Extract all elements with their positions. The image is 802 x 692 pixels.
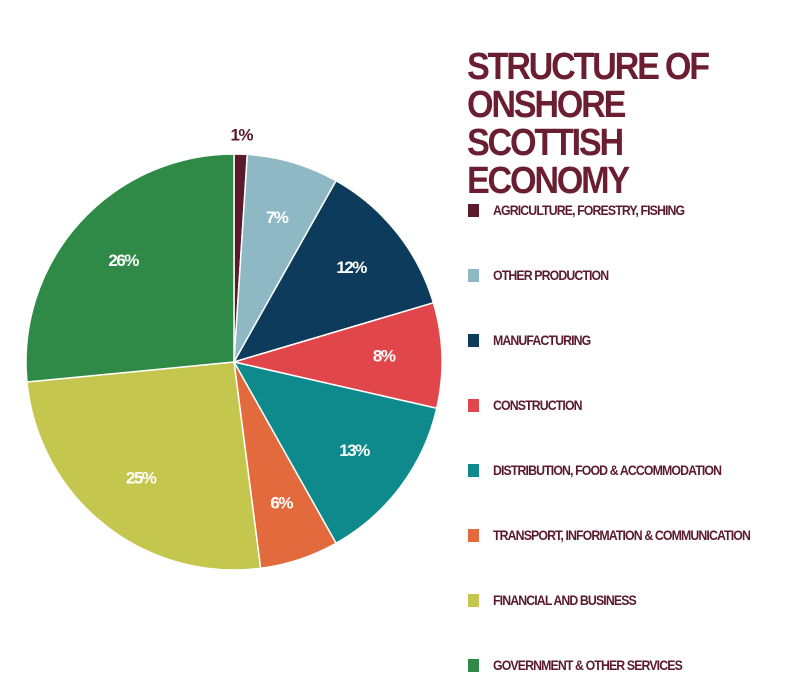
data-label-financial-and-business: 25% xyxy=(126,469,157,488)
data-label-government-other-services: 26% xyxy=(108,251,139,270)
legend-swatch xyxy=(468,203,479,217)
data-label-other-production: 7% xyxy=(266,208,289,227)
legend-item-distribution-food-accommodation: DISTRIBUTION, FOOD & ACCOMMODATION xyxy=(468,458,752,482)
legend-label: DISTRIBUTION, FOOD & ACCOMMODATION xyxy=(493,462,722,478)
legend-swatch xyxy=(468,463,479,477)
data-label-transport-information-communication: 6% xyxy=(270,494,293,513)
legend-label: TRANSPORT, INFORMATION & COMMUNICATION xyxy=(493,527,751,543)
legend-item-financial-and-business: FINANCIAL AND BUSINESS xyxy=(468,588,655,612)
legend-label: MANUFACTURING xyxy=(493,332,591,348)
pie-slice-government-other-services xyxy=(25,153,235,383)
pie-slice-financial-and-business xyxy=(26,361,262,571)
legend-item-agriculture-forestry-fishing: AGRICULTURE, FORESTRY, FISHING xyxy=(468,198,710,222)
legend-item-transport-information-communication: TRANSPORT, INFORMATION & COMMUNICATION xyxy=(468,523,785,547)
pie-slices xyxy=(25,153,443,571)
legend-swatch xyxy=(468,528,479,542)
legend-label: OTHER PRODUCTION xyxy=(493,267,609,283)
pie-slice-construction xyxy=(231,301,443,410)
legend-swatch xyxy=(468,658,479,672)
pie-slice-manufacturing xyxy=(232,179,435,364)
legend-label: GOVERNMENT & OTHER SERVICES xyxy=(493,657,683,673)
data-label-construction: 8% xyxy=(373,347,396,366)
legend-item-government-other-services: GOVERNMENT & OTHER SERVICES xyxy=(468,653,708,677)
pie-data-labels: 1% 7% 12% 8% 13% 6% 25% 26% xyxy=(108,126,397,513)
legend-item-other-production: OTHER PRODUCTION xyxy=(468,263,624,287)
legend-item-construction: CONSTRUCTION xyxy=(468,393,594,417)
legend-item-manufacturing: MANUFACTURING xyxy=(468,328,604,352)
data-label-distribution-food-accommodation: 13% xyxy=(339,441,370,460)
legend-swatch xyxy=(468,268,479,282)
legend-label: AGRICULTURE, FORESTRY, FISHING xyxy=(493,202,685,218)
pie-slice-distribution-food-accommodation xyxy=(232,360,438,545)
legend-label: CONSTRUCTION xyxy=(493,397,583,413)
chart-title: STRUCTURE OF ONSHORE SCOTTISH ECONOMY xyxy=(467,46,710,202)
data-label-manufacturing: 12% xyxy=(336,258,367,277)
legend-swatch xyxy=(468,398,479,412)
legend-swatch xyxy=(468,593,479,607)
data-label-agriculture-forestry-fishing: 1% xyxy=(230,126,253,145)
legend-label: FINANCIAL AND BUSINESS xyxy=(493,592,637,608)
legend-swatch xyxy=(468,333,479,347)
